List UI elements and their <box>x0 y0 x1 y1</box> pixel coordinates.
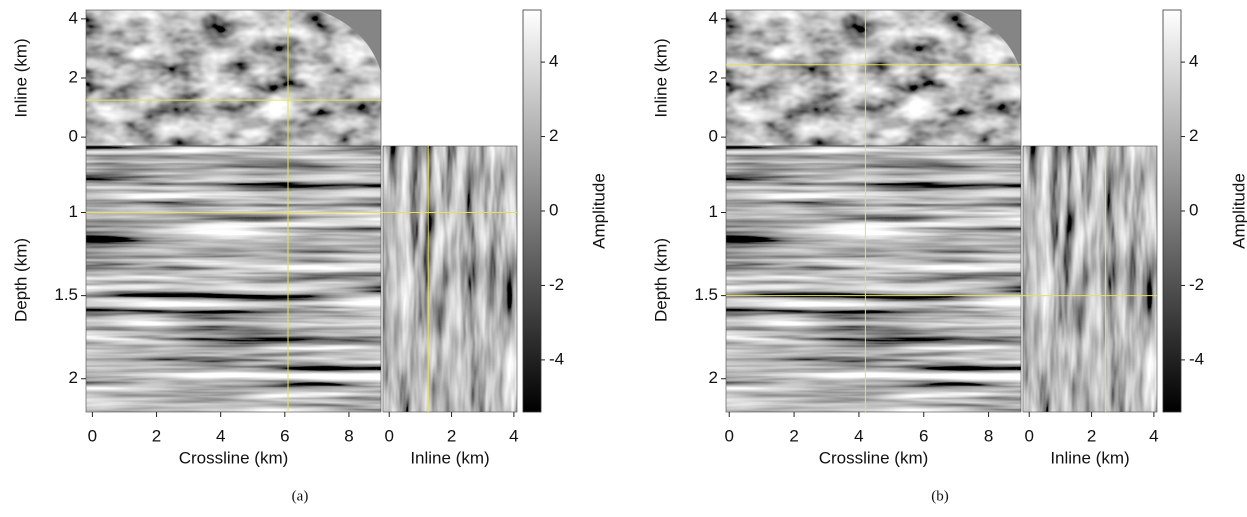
x-tick-label: 6 <box>280 426 289 445</box>
x-axis-label: Inline (km) <box>1050 448 1129 467</box>
colorbar-tick-label: 0 <box>549 200 558 219</box>
caption: (a) <box>292 488 309 504</box>
x-tick-label: 8 <box>984 426 993 445</box>
colorbar-tick-label: -4 <box>549 349 564 368</box>
depth-slice-texture <box>86 10 381 146</box>
colorbar-tick-label: -2 <box>549 275 564 294</box>
y-tick-label: 2 <box>69 67 78 86</box>
y-tick-label: 2 <box>69 368 78 387</box>
panel: 0 2 4 6 8 0 2 4 1 1.5 2 0 2 4 -4 -2 0 2 4 Crossline (km) Inl… <box>651 8 1247 504</box>
x-tick-label: 0 <box>725 426 734 445</box>
depth-slice-image <box>726 10 1021 146</box>
colorbar-tick-label: -4 <box>1189 349 1204 368</box>
y-tick-label: 0 <box>709 127 718 146</box>
crossline-section-image <box>726 146 1021 412</box>
x-tick-label: 6 <box>919 426 928 445</box>
inline-section-image <box>1023 146 1157 412</box>
y-tick-label: 1.5 <box>694 285 718 304</box>
x-tick-label: 2 <box>1087 426 1096 445</box>
x-tick-label: 0 <box>88 426 97 445</box>
colorbar-tick-label: 2 <box>549 126 558 145</box>
axes-frame <box>1022 145 1158 413</box>
colorbar <box>1162 9 1182 413</box>
x-axis-label: Crossline (km) <box>179 448 289 467</box>
colorbar-tick-label: 0 <box>1189 200 1198 219</box>
x-tick-label: 2 <box>152 426 161 445</box>
y-axis-label: Inline (km) <box>651 38 670 117</box>
colorbar-label: Amplitude <box>1229 173 1247 249</box>
x-axis-label: Crossline (km) <box>819 448 929 467</box>
y-tick-label: 2 <box>709 67 718 86</box>
y-tick-label: 1 <box>69 202 78 221</box>
x-tick-label: 0 <box>1024 426 1033 445</box>
colorbar-tick-label: 4 <box>549 52 558 71</box>
x-tick-label: 4 <box>216 426 225 445</box>
x-tick-label: 4 <box>509 426 518 445</box>
caption: (b) <box>931 488 949 504</box>
colorbar-tick-label: -2 <box>1189 275 1204 294</box>
axes-frame <box>725 145 1022 413</box>
crossline-section-image <box>86 146 381 412</box>
colorbar <box>522 9 542 413</box>
y-tick-label: 1.5 <box>54 285 78 304</box>
y-tick-label: 1 <box>709 202 718 221</box>
y-axis-label: Depth (km) <box>11 238 30 322</box>
x-tick-label: 2 <box>447 426 456 445</box>
y-axis-label: Depth (km) <box>651 238 670 322</box>
axes-frame <box>382 145 518 413</box>
x-tick-label: 8 <box>344 426 353 445</box>
inline-section-image <box>383 146 517 412</box>
y-tick-label: 4 <box>709 8 718 27</box>
y-tick-label: 2 <box>709 368 718 387</box>
x-tick-label: 4 <box>1149 426 1158 445</box>
y-tick-label: 4 <box>69 8 78 27</box>
y-axis-label: Inline (km) <box>11 38 30 117</box>
depth-slice-texture <box>726 10 1021 146</box>
x-axis-label: Inline (km) <box>410 448 489 467</box>
y-tick-label: 0 <box>69 127 78 146</box>
panel: 0 2 4 6 8 0 2 4 1 1.5 2 0 2 4 -4 -2 0 2 4 Crossline (km) Inl… <box>11 8 608 504</box>
colorbar-tick-label: 2 <box>1189 126 1198 145</box>
x-tick-label: 0 <box>384 426 393 445</box>
colorbar-tick-label: 4 <box>1189 52 1198 71</box>
depth-slice-image <box>86 10 381 146</box>
x-tick-label: 4 <box>854 426 863 445</box>
axes-frame <box>85 145 382 413</box>
x-tick-label: 2 <box>789 426 798 445</box>
colorbar-label: Amplitude <box>589 173 608 249</box>
